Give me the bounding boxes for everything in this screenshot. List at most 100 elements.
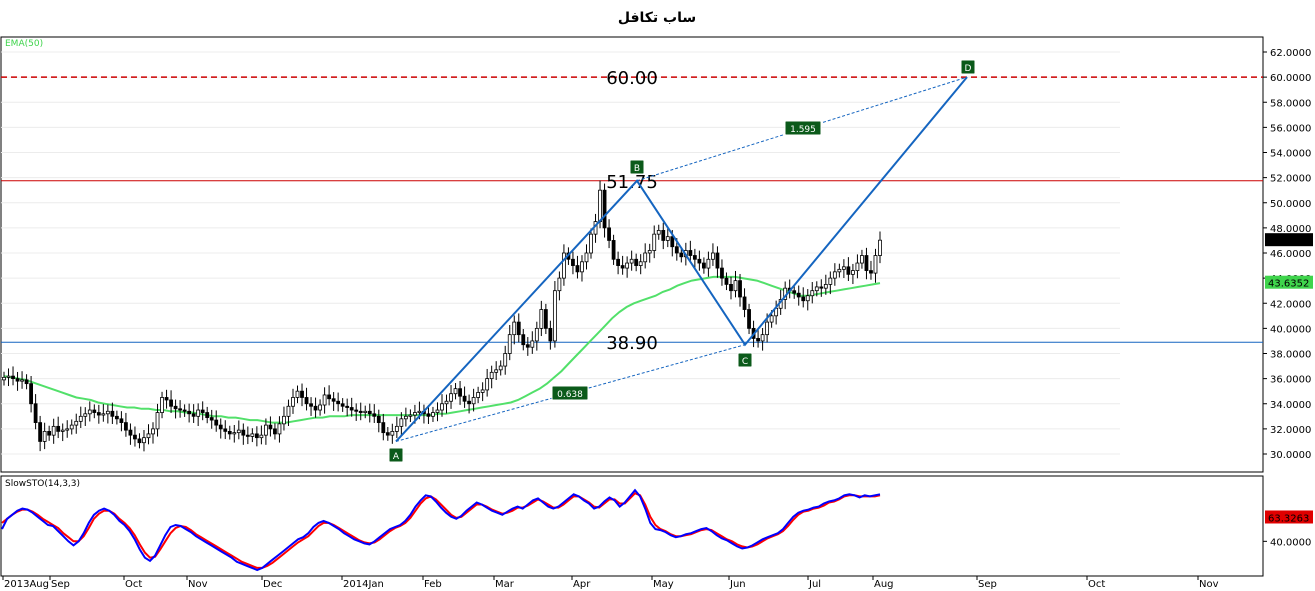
candle-body <box>74 420 79 426</box>
candle-body <box>765 321 770 336</box>
candle-body <box>503 353 508 367</box>
candle-body <box>300 390 304 398</box>
candle-body <box>24 379 29 385</box>
candle-body <box>697 258 702 264</box>
candle-body <box>69 424 74 430</box>
candle-body <box>435 409 440 413</box>
candle-body <box>331 398 336 402</box>
y-tick-label: 46.0000 <box>1270 249 1311 260</box>
candle-body <box>638 261 643 266</box>
ratio-label: 0.638 <box>557 390 583 400</box>
x-tick-label: Oct <box>125 579 142 590</box>
candle-body <box>173 405 178 410</box>
candle-body <box>29 383 33 405</box>
candle-body <box>164 397 169 401</box>
x-tick-label: Aug <box>874 579 894 590</box>
candle-body <box>814 286 819 292</box>
level-label: 60.00 <box>606 68 658 89</box>
candle-body <box>273 428 277 435</box>
candle-body <box>661 229 666 241</box>
candle-body <box>841 266 846 270</box>
candle-body <box>453 388 458 395</box>
candle-body <box>738 280 742 298</box>
candle-body <box>760 334 765 342</box>
candle-body <box>218 424 223 430</box>
candle-body <box>679 252 684 258</box>
x-tick-label: Jun <box>729 579 746 590</box>
candle-body <box>11 375 15 380</box>
candle-body <box>575 265 580 273</box>
y-tick-label: 62.0000 <box>1270 48 1311 59</box>
candle-body <box>733 280 738 292</box>
y-tick-label: 38.0000 <box>1270 350 1311 361</box>
candle-body <box>322 394 327 406</box>
candle-body <box>236 429 241 434</box>
candle-body <box>78 415 83 422</box>
candle-body <box>629 258 634 264</box>
candle-body <box>340 403 345 407</box>
candle-body <box>15 378 20 382</box>
ema-label: EMA(50) <box>5 39 43 49</box>
stochastic-axis: 40.0000 <box>1263 537 1311 548</box>
candle-body <box>792 290 797 294</box>
candle-body <box>327 394 332 400</box>
candle-body <box>2 376 6 381</box>
candle-body <box>665 236 670 241</box>
candle-body <box>146 433 151 439</box>
candle-body <box>254 433 259 439</box>
candle-body <box>367 410 372 415</box>
sto-series-line <box>1 492 881 569</box>
x-tick-label: Sep <box>51 579 70 590</box>
candle-body <box>372 413 377 417</box>
candle-body <box>385 432 390 436</box>
candle-body <box>869 270 873 274</box>
candle-body <box>855 262 860 271</box>
candle-body <box>647 250 652 254</box>
y-tick-label: 40.0000 <box>1270 324 1311 335</box>
candle-body <box>182 409 187 412</box>
abcd-pattern: A B C D 0.638 1.595 <box>388 59 976 463</box>
candle-body <box>670 236 675 248</box>
candle-body <box>128 429 133 436</box>
candle-body <box>557 277 562 292</box>
candle-body <box>796 292 801 298</box>
candle-body <box>214 419 219 426</box>
candle-body <box>318 404 322 411</box>
candle-body <box>105 410 110 415</box>
horizontal-levels: 60.00 51.75 38.90 <box>1 68 1263 354</box>
candle-body <box>711 252 715 260</box>
candle-body <box>832 271 837 279</box>
x-tick-label: 2014Jan <box>343 579 384 590</box>
candle-body <box>245 434 250 437</box>
candle-body <box>584 252 589 263</box>
candle-body <box>151 428 155 435</box>
candle-body <box>304 397 309 405</box>
candle-body <box>33 403 38 423</box>
candle-body <box>747 309 751 329</box>
candle-body <box>160 397 164 413</box>
candle-body <box>223 428 228 432</box>
candle-body <box>507 334 512 354</box>
ratio-box <box>551 385 589 401</box>
candle-body <box>444 400 449 405</box>
candle-body <box>878 239 882 256</box>
candle-body <box>381 422 386 434</box>
candle-body <box>521 334 526 346</box>
candle-body <box>408 414 413 417</box>
candle-body <box>250 433 255 437</box>
y-tick-label: 52.0000 <box>1270 174 1311 185</box>
candle-body <box>124 422 128 431</box>
candle-body <box>471 397 476 405</box>
sto-series-line <box>1 488 881 572</box>
candle-body <box>191 413 196 417</box>
candle-body <box>530 340 535 348</box>
pattern-point-label: B <box>634 164 640 174</box>
candle-body <box>431 412 435 417</box>
y-tick-label: 50.0000 <box>1270 199 1311 210</box>
y-tick-label: 30.0000 <box>1270 450 1311 461</box>
candle-body <box>828 277 833 285</box>
candle-body <box>688 250 693 256</box>
candle-body <box>133 434 137 440</box>
candle-body <box>209 417 214 421</box>
candle-body <box>552 290 557 342</box>
